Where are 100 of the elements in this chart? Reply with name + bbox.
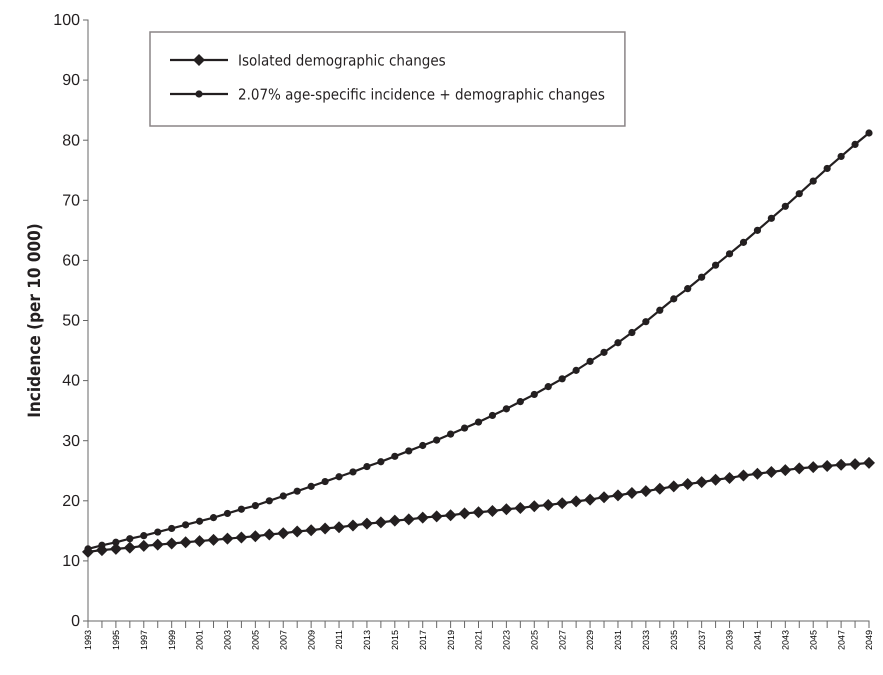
point (486, 505, 498, 518)
point (849, 458, 862, 470)
point (430, 510, 443, 522)
point (266, 497, 273, 504)
point (779, 464, 792, 476)
x-tick-label: 2035 (668, 630, 679, 650)
point (851, 140, 859, 148)
point (821, 460, 834, 472)
point (126, 535, 134, 542)
y-tick-label: 10 (62, 553, 80, 570)
point (542, 499, 554, 512)
point (558, 375, 566, 382)
point (488, 412, 496, 420)
point (360, 518, 373, 530)
point (835, 458, 848, 471)
x-tick-label: 2011 (334, 630, 344, 650)
point (754, 226, 762, 234)
point (765, 466, 778, 478)
point (168, 524, 176, 532)
point (710, 474, 722, 486)
x-tick-label: 2005 (250, 630, 261, 650)
point (249, 530, 262, 542)
point (656, 306, 664, 314)
point (138, 540, 150, 552)
point (235, 531, 248, 544)
point (796, 190, 803, 198)
x-tick-label: 2037 (696, 630, 707, 650)
point (612, 489, 624, 502)
y-tick-label: 30 (62, 432, 80, 450)
x-tick-label: 1995 (111, 630, 122, 650)
x-tick-label: 1993 (83, 630, 94, 650)
point (810, 177, 817, 185)
point (444, 509, 457, 522)
point (474, 418, 482, 426)
point (210, 514, 218, 522)
x-tick-label: 1997 (138, 630, 149, 650)
point (140, 532, 148, 540)
y-tick-label: 70 (62, 192, 80, 210)
point (598, 491, 610, 504)
point (405, 447, 412, 455)
point (614, 339, 622, 346)
point (291, 525, 304, 538)
y-tick-label: 80 (62, 132, 80, 150)
point (335, 473, 343, 480)
x-tick-label: 2023 (502, 630, 512, 650)
point (308, 482, 315, 490)
point (544, 383, 552, 390)
point (751, 468, 764, 480)
y-axis-title: Incidence (per 10 000) (25, 223, 45, 418)
x-tick-label: 2027 (557, 630, 568, 650)
point (530, 390, 538, 398)
point (305, 524, 318, 536)
point (654, 482, 666, 495)
point (419, 442, 426, 450)
point (626, 486, 638, 499)
x-tick-label: 2045 (808, 630, 818, 650)
point (194, 535, 206, 548)
point (208, 534, 220, 546)
y-tick-label: 60 (62, 252, 80, 270)
x-tick-label: 2019 (446, 630, 456, 650)
point (570, 495, 582, 508)
point (460, 424, 468, 432)
point (472, 506, 484, 518)
legend-label: 2.07% age-specific incidence + demographic changes (238, 85, 605, 104)
point (196, 518, 204, 525)
point (224, 510, 232, 518)
point (684, 285, 692, 292)
point (377, 458, 384, 466)
point (793, 462, 806, 474)
x-tick-label: 2025 (529, 630, 540, 650)
point (263, 528, 276, 540)
x-tick-label: 1999 (166, 630, 177, 650)
x-tick-label: 2033 (641, 630, 652, 650)
point (319, 522, 332, 534)
point (628, 328, 636, 336)
y-tick-label: 90 (62, 72, 80, 90)
x-tick-label: 2017 (418, 630, 428, 650)
point (670, 295, 678, 302)
x-tick-label: 2043 (780, 630, 790, 650)
point (572, 366, 580, 374)
x-tick-label: 2015 (390, 630, 400, 650)
point (252, 502, 259, 510)
x-tick-label: 2029 (585, 630, 596, 650)
point (600, 348, 608, 356)
point (166, 537, 178, 550)
legend-label: Isolated demographic changes (238, 51, 446, 70)
x-tick-label: 2041 (752, 630, 763, 650)
x-tick-label: 2013 (362, 630, 372, 650)
y-tick-label: 40 (62, 372, 80, 390)
point (724, 472, 736, 484)
point (280, 492, 287, 500)
y-tick-label: 100 (53, 12, 80, 30)
point (640, 485, 652, 498)
point (112, 538, 120, 546)
point (238, 506, 246, 513)
point (346, 519, 359, 532)
x-tick-label: 2039 (724, 630, 735, 650)
point (863, 456, 875, 469)
point (333, 521, 346, 534)
point (349, 468, 357, 476)
